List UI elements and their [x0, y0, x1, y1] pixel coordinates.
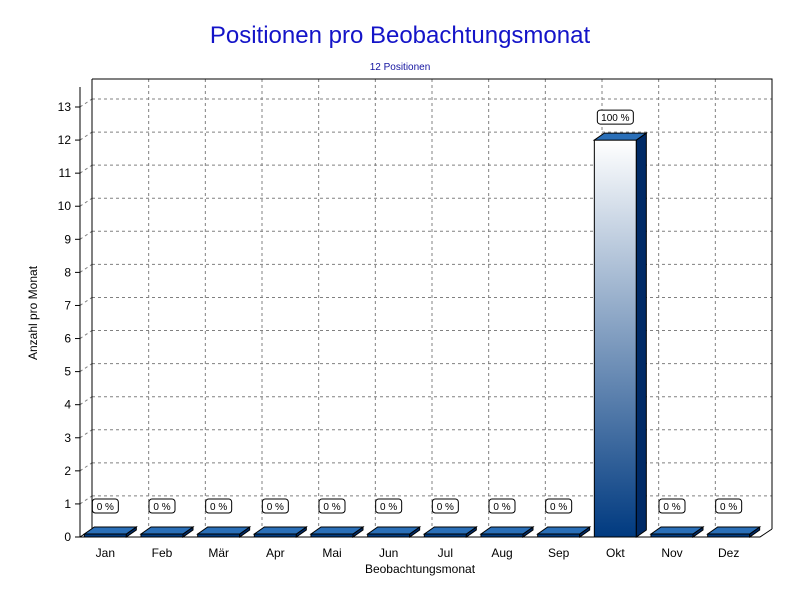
data-label: 0 %: [380, 502, 397, 513]
y-tick-label: 13: [58, 100, 72, 114]
data-label: 0 %: [720, 502, 737, 513]
grid-line-depth: [79, 230, 93, 240]
y-tick-label: 11: [59, 166, 72, 180]
data-label: 0 %: [267, 502, 284, 513]
grid-line-depth: [79, 495, 93, 505]
y-tick-label: 5: [64, 365, 71, 379]
grid-line-depth: [79, 429, 93, 439]
data-label: 0 %: [210, 502, 227, 513]
grid-line-depth: [79, 363, 93, 373]
grid-line-depth: [79, 396, 93, 406]
data-label-box: [658, 498, 686, 514]
y-axis-title: Anzahl pro Monat: [26, 265, 40, 360]
y-tick-label: 12: [58, 133, 72, 147]
x-axis: [80, 528, 773, 538]
y-tick-label: 10: [58, 199, 72, 213]
y-tick-label: 4: [64, 398, 71, 412]
chart-title: Positionen pro Beobachtungsmonat: [209, 22, 591, 49]
x-tick-label: Mär: [208, 546, 229, 560]
x-tick-label: Jul: [438, 546, 453, 560]
bar-cap: [252, 526, 308, 535]
grid-line-depth: [79, 197, 93, 207]
y-tick-label: 6: [64, 332, 71, 346]
grid-line-depth: [79, 98, 93, 108]
bar-cap: [479, 526, 535, 535]
data-label: 0 %: [153, 502, 170, 513]
y-tick-label: 9: [64, 232, 71, 246]
x-tick-label: Aug: [491, 546, 512, 560]
data-label-box: [205, 498, 233, 514]
y-tick-label: 7: [64, 298, 71, 312]
bar-cap: [422, 526, 478, 535]
x-tick-label: Nov: [661, 546, 682, 560]
data-label: 0 %: [493, 502, 510, 513]
data-label-box: [488, 498, 516, 514]
y-tick-label: 1: [64, 497, 71, 511]
bar-cap: [139, 526, 195, 535]
bar-cap: [196, 526, 252, 535]
bar-cap: [536, 526, 592, 535]
x-tick-label: Jan: [96, 546, 115, 560]
data-label-box: [261, 498, 289, 514]
x-axis-title: Beobachtungsmonat: [365, 562, 476, 576]
grid-line-depth: [79, 263, 93, 273]
grid-line-depth: [79, 164, 93, 174]
bar-okt: [593, 139, 637, 538]
x-tick-label: Feb: [152, 546, 173, 560]
grid-line-depth: [79, 131, 93, 141]
data-label: 0 %: [97, 502, 114, 513]
data-label-box: [318, 498, 346, 514]
data-label: 0 %: [437, 502, 454, 513]
bar-cap: [366, 526, 422, 535]
x-tick-label: Okt: [606, 546, 625, 560]
data-label-box: [545, 498, 573, 514]
left-wall-edge: [79, 79, 93, 538]
back-wall-edge: [92, 78, 773, 529]
y-tick-label: 2: [64, 464, 71, 478]
data-label-box: [375, 498, 403, 514]
grid-line-depth: [79, 297, 93, 306]
bar-cap: [592, 132, 648, 141]
data-label-box: [715, 498, 743, 514]
bar-cap: [649, 526, 705, 535]
grid-line-depth: [79, 330, 93, 339]
x-tick-label: Sep: [548, 546, 570, 560]
data-label: 0 %: [323, 502, 340, 513]
bar-cap: [82, 526, 138, 535]
bars: [82, 132, 762, 538]
x-tick-label: Jun: [379, 546, 398, 560]
chart-subtitle: 12 Positionen: [369, 62, 431, 73]
bar-cap: [309, 526, 365, 535]
y-tick-label: 0: [64, 530, 71, 544]
grid-line-depth: [79, 462, 93, 472]
data-label-box: [596, 109, 634, 125]
grid: [79, 79, 772, 529]
data-label: 100 %: [601, 113, 629, 124]
bar-cap: [706, 526, 762, 535]
y-tick-label: 3: [64, 431, 71, 445]
data-label-box: [431, 498, 459, 514]
x-tick-label: Apr: [266, 546, 285, 560]
data-label: 0 %: [550, 502, 567, 513]
y-tick-label: 8: [64, 265, 71, 279]
data-label: 0 %: [663, 502, 680, 513]
data-labels: Jan 0 % Feb 0 % Mär 0 % Apr 0 % Mai 0 % Jun 0 % Jul 0…: [91, 109, 743, 560]
bar-side: [635, 132, 647, 538]
data-label-box: [91, 498, 119, 514]
x-tick-label: Dez: [718, 546, 739, 560]
x-tick-label: Mai: [322, 546, 341, 560]
data-label-box: [148, 498, 176, 514]
